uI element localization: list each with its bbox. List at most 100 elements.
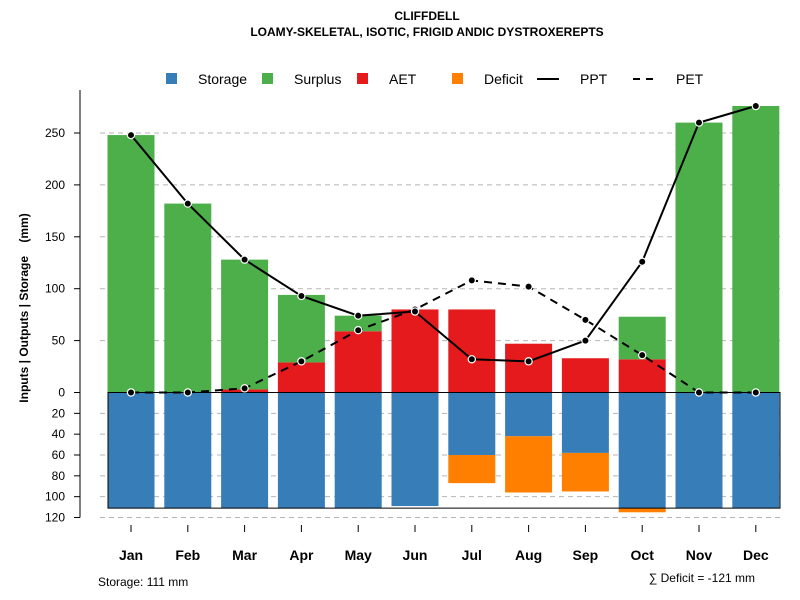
legend-swatch [262, 73, 273, 84]
y-tick-label: 20 [52, 406, 66, 420]
y-axis-label: Inputs | Outputs | Storage (mm) [17, 213, 31, 402]
y-tick-label: 50 [52, 334, 66, 348]
bar-storage [561, 392, 609, 453]
ppt-line [130, 105, 757, 363]
x-tick-label: May [345, 547, 372, 563]
bar-storage [505, 392, 553, 437]
legend-label: Storage [198, 71, 247, 87]
bar-storage [618, 392, 666, 509]
storage-capacity-box [107, 392, 781, 509]
y-tick-label: 250 [45, 126, 65, 140]
pet-point [638, 350, 647, 360]
bar-aet [334, 331, 382, 393]
legend-swatch [166, 73, 177, 84]
ppt-point [240, 255, 249, 264]
legend-label: PET [676, 71, 704, 87]
bar-surplus [107, 135, 155, 393]
bar-storage [164, 392, 212, 509]
pet-point [354, 326, 363, 335]
bar-storage [675, 392, 723, 509]
ppt-point [581, 336, 590, 345]
bar-deficit [561, 452, 609, 492]
x-tick-label: Nov [686, 547, 713, 563]
legend-label: AET [389, 71, 417, 87]
x-tick-label: Oct [631, 547, 655, 563]
bar-deficit [448, 455, 496, 484]
ppt-point [183, 199, 192, 208]
bar-storage [107, 392, 155, 509]
bar-aet [618, 359, 666, 393]
bars [107, 106, 780, 513]
bar-aet [391, 309, 439, 393]
pet-point [297, 357, 306, 366]
axes: 0 50 100 150 200 250 20 40 60 80 100 120 Jan Feb Mar Ap… [45, 90, 769, 563]
y-tick-label: 60 [52, 448, 66, 462]
ppt-point [410, 307, 420, 316]
y-tick-label: 40 [52, 427, 66, 441]
lines [126, 101, 761, 397]
bar-surplus [675, 122, 723, 393]
x-tick-label: Mar [232, 547, 257, 563]
y-tick-label: 200 [45, 178, 65, 192]
bar-deficit [505, 436, 553, 493]
bar-storage [334, 392, 382, 509]
x-tick-label: Jan [119, 547, 143, 563]
x-tick-label: Jun [403, 547, 428, 563]
bar-deficit [618, 508, 666, 513]
pet-point [467, 276, 476, 285]
y-tick-label: 100 [45, 282, 65, 296]
ppt-point [467, 355, 476, 364]
chart-subtitle: LOAMY-SKELETAL, ISOTIC, FRIGID ANDIC DYS… [250, 25, 603, 39]
y-tick-label: 120 [45, 511, 65, 525]
legend-label: Surplus [294, 71, 341, 87]
legend-label: Deficit [484, 71, 523, 87]
pet-point [240, 384, 249, 393]
bar-surplus [732, 106, 780, 393]
bar-surplus [221, 259, 269, 390]
ppt-point [751, 101, 761, 111]
bar-storage [221, 392, 269, 509]
legend-label: PPT [580, 71, 608, 87]
pet-line [131, 279, 756, 394]
bar-surplus [164, 203, 212, 393]
y-tick-label: 100 [45, 490, 65, 504]
y-tick-label: 0 [58, 386, 65, 400]
y-tick-label: 150 [45, 230, 65, 244]
legend-swatch [452, 73, 463, 84]
bar-aet [505, 343, 553, 393]
bar-storage [732, 392, 780, 509]
ppt-point [524, 357, 533, 366]
bar-aet [448, 309, 496, 393]
y-tick-label: 80 [52, 469, 66, 483]
plot-frame [107, 392, 781, 509]
ppt-point [297, 291, 306, 301]
pet-point [183, 388, 192, 397]
deficit-note: ∑ Deficit = -121 mm [649, 571, 755, 585]
pet-point [694, 388, 704, 397]
legend-swatch [357, 73, 368, 84]
bar-storage [277, 392, 325, 509]
bar-surplus [334, 315, 382, 332]
bar-storage [448, 392, 496, 455]
bar-aet [561, 358, 609, 393]
x-tick-label: Jul [462, 547, 482, 563]
legend: Storage Surplus AET Deficit PPT PET [166, 71, 704, 87]
x-tick-label: Apr [289, 547, 314, 563]
bar-aet [277, 362, 325, 393]
ppt-point [694, 118, 704, 127]
bar-storage [391, 392, 439, 507]
ppt-point [354, 311, 363, 320]
ppt-point [126, 130, 136, 140]
pet-point [126, 388, 136, 397]
chart-title: CLIFFDELL [394, 9, 459, 23]
storage-note: Storage: 111 mm [98, 575, 188, 589]
pet-point [524, 282, 533, 291]
x-tick-label: Aug [515, 547, 542, 563]
x-tick-label: Dec [743, 547, 769, 563]
pet-point [581, 315, 590, 325]
bar-surplus [277, 294, 325, 363]
pet-point [751, 388, 761, 397]
x-tick-label: Feb [175, 547, 200, 563]
ppt-point [638, 257, 647, 266]
